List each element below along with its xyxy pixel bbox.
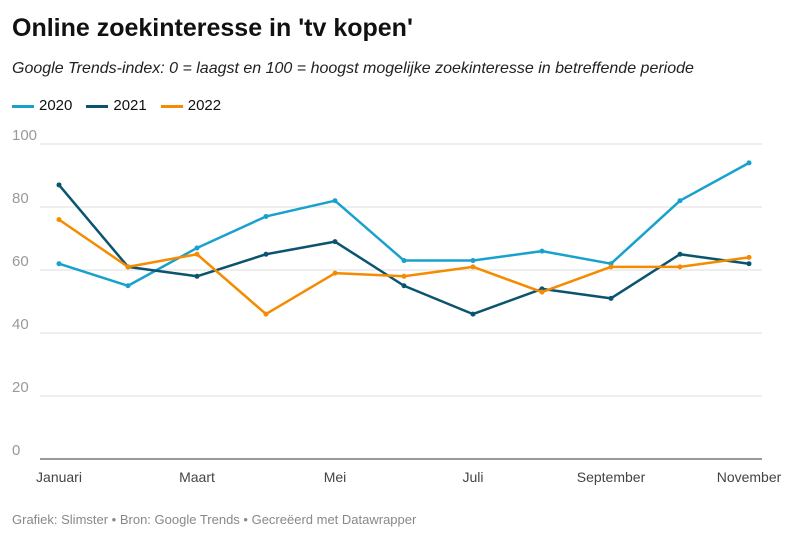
legend-item-2020: 2020 <box>12 97 72 114</box>
legend-label: 2020 <box>39 97 73 114</box>
data-point-2022 <box>263 311 269 317</box>
data-point-2021 <box>677 251 683 257</box>
data-point-2021 <box>746 261 752 267</box>
y-tick-label: 0 <box>12 442 20 459</box>
data-point-2022 <box>608 264 614 270</box>
y-tick-label: 80 <box>12 190 29 207</box>
data-point-2021 <box>470 311 476 317</box>
y-tick-label: 20 <box>12 379 29 396</box>
data-point-2022 <box>746 254 752 260</box>
data-point-2020 <box>539 248 545 254</box>
data-point-2020 <box>332 198 338 204</box>
data-point-2022 <box>470 264 476 270</box>
data-point-2022 <box>401 273 407 279</box>
chart-title: Online zoekinteresse in 'tv kopen' <box>12 14 413 42</box>
chart-subtitle: Google Trends-index: 0 = laagst en 100 =… <box>12 60 694 77</box>
data-point-2021 <box>608 295 614 301</box>
series-line-2021 <box>58 184 750 316</box>
legend-label: 2021 <box>113 97 147 114</box>
legend: 2020 2021 2022 <box>12 97 221 114</box>
data-point-2020 <box>401 258 407 264</box>
data-point-2020 <box>677 198 683 204</box>
y-tick-label: 60 <box>12 253 29 270</box>
data-point-2022 <box>539 289 545 295</box>
legend-item-2021: 2021 <box>86 97 147 114</box>
data-point-2021 <box>401 283 407 289</box>
data-point-2021 <box>332 239 338 245</box>
x-tick-label: Maart <box>179 469 215 485</box>
x-tick-label: September <box>577 469 646 485</box>
y-tick-label: 100 <box>12 127 37 144</box>
data-point-2022 <box>56 217 62 223</box>
footer-credits: Grafiek: Slimster • Bron: Google Trends … <box>12 512 417 527</box>
legend-item-2022: 2022 <box>160 97 222 114</box>
legend-swatch <box>160 104 183 108</box>
x-tick-label: November <box>717 469 782 485</box>
data-point-2020 <box>263 213 269 219</box>
x-tick-label: Januari <box>36 469 82 485</box>
data-point-2020 <box>56 261 62 267</box>
data-point-2020 <box>470 258 476 264</box>
data-point-2021 <box>263 251 269 257</box>
data-point-2020 <box>746 160 752 166</box>
legend-swatch <box>12 104 34 108</box>
data-point-2022 <box>677 264 683 270</box>
data-point-2021 <box>194 273 200 279</box>
y-tick-label: 40 <box>12 316 29 333</box>
x-tick-label: Juli <box>462 469 483 485</box>
data-point-2020 <box>194 245 200 251</box>
data-point-2022 <box>194 251 200 257</box>
data-point-2022 <box>332 270 338 276</box>
data-point-2021 <box>56 182 62 188</box>
data-point-2022 <box>125 264 131 270</box>
legend-label: 2022 <box>187 97 222 114</box>
legend-swatch <box>86 104 109 108</box>
data-point-2020 <box>125 283 131 289</box>
x-tick-label: Mei <box>324 469 347 485</box>
